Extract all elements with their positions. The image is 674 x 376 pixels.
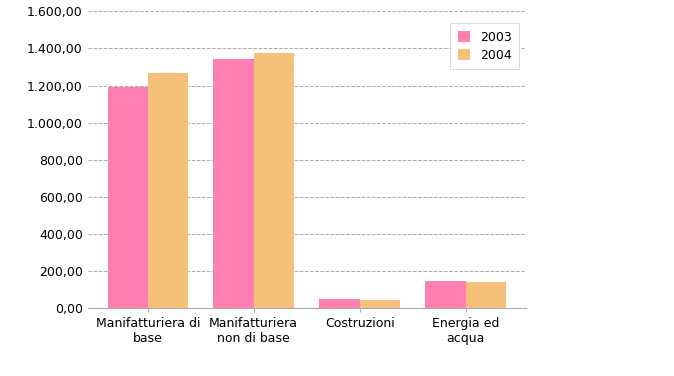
Bar — [148, 73, 188, 308]
Bar — [360, 300, 400, 308]
Bar — [108, 87, 148, 308]
Bar — [253, 53, 294, 308]
Bar — [425, 281, 466, 308]
Bar — [214, 59, 253, 308]
Bar — [466, 282, 506, 308]
Legend: 2003, 2004: 2003, 2004 — [450, 23, 520, 70]
Bar — [319, 299, 360, 308]
